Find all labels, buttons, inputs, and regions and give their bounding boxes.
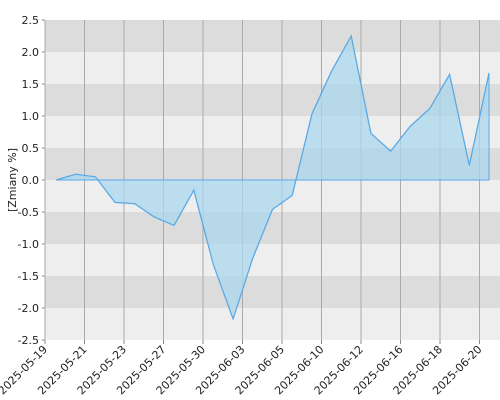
y-tick-label: 1.0 bbox=[22, 110, 40, 123]
y-tick-label: -0.5 bbox=[18, 206, 39, 219]
y-tick-label: 0.0 bbox=[22, 174, 40, 187]
y-tick-label: -1.0 bbox=[18, 238, 39, 251]
y-tick-label: -1.5 bbox=[18, 270, 39, 283]
grid-band bbox=[45, 308, 500, 340]
y-axis-label: [Zmiany %] bbox=[6, 148, 19, 212]
y-tick-label: -2.0 bbox=[18, 302, 39, 315]
y-tick-label: 1.5 bbox=[22, 78, 40, 91]
grid-band bbox=[45, 52, 500, 84]
y-tick-label: 2.5 bbox=[22, 14, 40, 27]
grid-band bbox=[45, 84, 500, 116]
y-tick-label: 2.0 bbox=[22, 46, 40, 59]
y-tick-label: -2.5 bbox=[18, 334, 39, 347]
grid-band bbox=[45, 244, 500, 276]
grid-band bbox=[45, 276, 500, 308]
grid-band bbox=[45, 212, 500, 244]
line bbox=[55, 34, 490, 321]
y-tick-label: 0.5 bbox=[22, 142, 40, 155]
grid-band bbox=[45, 20, 500, 52]
